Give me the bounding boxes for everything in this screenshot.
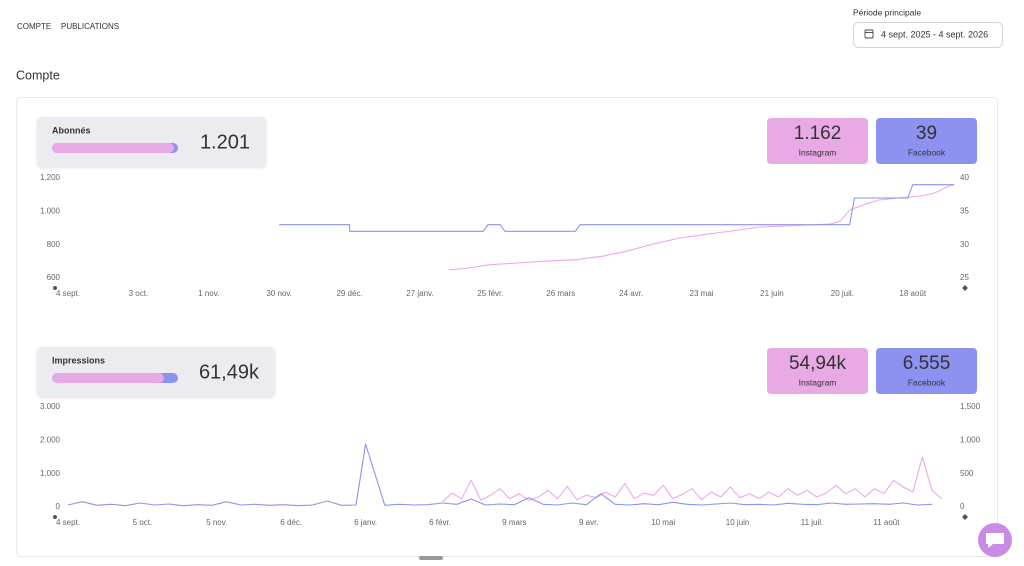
axis-dot	[962, 514, 968, 520]
x-tick-label: 3 oct.	[129, 289, 149, 298]
source-card	[767, 348, 868, 394]
nav-tab[interactable]: COMPTE	[17, 22, 51, 31]
stat-title: Abonnés	[52, 125, 91, 135]
y2-tick-label: 1.500	[960, 402, 981, 411]
stat-total: 61,49k	[199, 361, 260, 383]
source-card	[767, 118, 868, 164]
source-card	[876, 118, 977, 164]
x-tick-label: 25 févr.	[477, 289, 503, 298]
x-tick-label: 30 nov.	[266, 289, 292, 298]
y2-tick-label: 0	[960, 502, 965, 511]
x-tick-label: 11 juil.	[801, 518, 824, 527]
stat-title: Impressions	[52, 355, 105, 365]
account-card	[16, 97, 998, 557]
y2-tick-label: 30	[960, 240, 969, 249]
section-title: Compte	[16, 68, 60, 82]
x-tick-label: 1 nov.	[198, 289, 219, 298]
source-label: Facebook	[908, 147, 946, 157]
y2-tick-label: 25	[960, 273, 969, 282]
x-tick-label: 9 mars	[502, 518, 526, 527]
share-bar-instagram	[52, 373, 164, 383]
x-tick-label: 5 nov.	[206, 518, 227, 527]
y2-tick-label: 500	[960, 469, 974, 478]
x-tick-label: 23 mai	[690, 289, 714, 298]
x-tick-label: 18 août	[899, 289, 926, 298]
x-tick-label: 6 janv.	[354, 518, 377, 527]
period-value: 4 sept. 2025 - 4 sept. 2026	[881, 29, 988, 39]
chat-icon	[986, 533, 1004, 548]
x-tick-label: 11 août	[873, 518, 900, 527]
axis-dot	[53, 515, 57, 519]
stat-box	[37, 347, 275, 397]
x-tick-label: 27 janv.	[406, 289, 433, 298]
source-value: 54,94k	[789, 353, 847, 374]
y-tick-label: 1.200	[40, 173, 61, 182]
y-tick-label: 1.000	[40, 206, 61, 215]
source-label: Instagram	[799, 377, 837, 387]
source-card	[876, 348, 977, 394]
stat-total: 1.201	[200, 131, 250, 153]
y2-tick-label: 35	[960, 206, 969, 215]
x-tick-label: 4 sept.	[56, 518, 80, 527]
x-tick-label: 24 avr.	[619, 289, 643, 298]
y-tick-label: 0	[56, 502, 61, 511]
scroll-handle[interactable]	[419, 556, 443, 560]
period-button[interactable]	[853, 22, 1003, 48]
y-tick-label: 600	[47, 273, 61, 282]
y-tick-label: 2.000	[40, 435, 61, 444]
axis-dot	[962, 285, 968, 291]
x-tick-label: 5 oct.	[133, 518, 153, 527]
series-line	[279, 184, 954, 232]
series-line	[67, 443, 933, 507]
source-value: 39	[916, 123, 937, 144]
y2-tick-label: 1.000	[960, 435, 981, 444]
y2-tick-label: 40	[960, 173, 969, 182]
period-label: Période principale	[853, 7, 921, 17]
x-tick-label: 26 mars	[546, 289, 575, 298]
y-tick-label: 3.000	[40, 402, 61, 411]
source-value: 1.162	[794, 123, 842, 144]
y-tick-label: 800	[47, 240, 61, 249]
calendar-icon	[864, 29, 874, 39]
x-tick-label: 21 juin	[760, 289, 784, 298]
x-tick-label: 20 juil.	[831, 289, 854, 298]
x-tick-label: 29 déc.	[336, 289, 362, 298]
series-line	[442, 456, 942, 503]
source-label: Instagram	[799, 147, 837, 157]
y-tick-label: 1.000	[40, 469, 61, 478]
source-value: 6.555	[903, 353, 951, 374]
x-tick-label: 9 avr.	[579, 518, 599, 527]
axis-dot	[53, 286, 57, 290]
stat-box	[37, 117, 266, 167]
x-tick-label: 4 sept.	[56, 289, 80, 298]
source-label: Facebook	[908, 377, 946, 387]
x-tick-label: 6 févr.	[429, 518, 451, 527]
nav-tab[interactable]: PUBLICATIONS	[61, 22, 119, 31]
x-tick-label: 6 déc.	[280, 518, 302, 527]
x-tick-label: 10 mai	[651, 518, 675, 527]
share-bar-instagram	[52, 143, 174, 153]
x-tick-label: 10 juin	[726, 518, 750, 527]
